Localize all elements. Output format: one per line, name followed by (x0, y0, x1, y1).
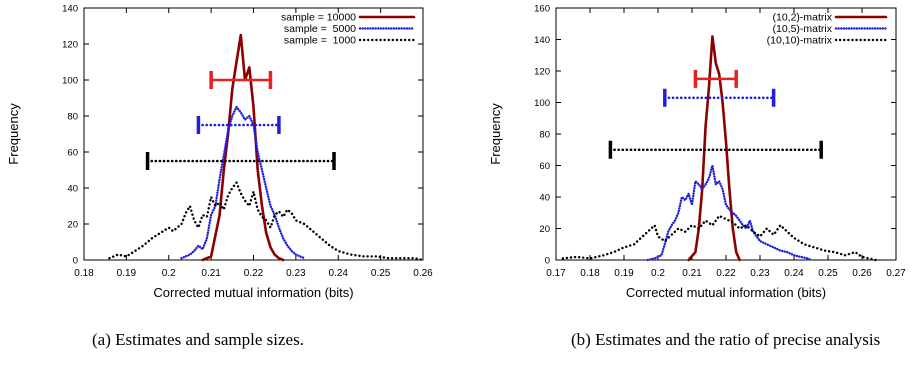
series-line-1 (687, 35, 741, 262)
y-tick-label: 40 (539, 193, 550, 204)
x-tick-label: 0.25 (818, 268, 838, 279)
y-tick-label: 100 (62, 76, 78, 87)
x-axis-label: Corrected mutual information (bits) (626, 285, 826, 300)
y-tick-label: 60 (67, 148, 78, 159)
y-tick-label: 60 (539, 161, 550, 172)
y-tick-label: 20 (539, 224, 550, 235)
x-tick-label: 0.17 (546, 268, 566, 279)
y-tick-label: 100 (534, 98, 550, 109)
series-line-2 (646, 164, 813, 262)
y-tick-label: 120 (534, 67, 550, 78)
y-tick-label: 0 (545, 256, 550, 267)
x-axis-label: Corrected mutual information (bits) (153, 285, 353, 300)
x-tick-label: 0.21 (682, 268, 702, 279)
y-tick-label: 20 (67, 220, 78, 231)
caption-a: (a) Estimates and sample sizes. (92, 330, 304, 349)
chart-panel-1: 0 20 40 60 80 100 120 140 0.18 0.19 0.2 0.21 0.22 0.2… (6, 4, 433, 301)
legend-label-2: (10,5)-matrix (772, 23, 832, 35)
chart-panel-2: 0 20 40 60 80 100 120 140 160 0.17 0.18 0.19 0.2 0.21… (488, 4, 906, 301)
x-tick-label: 0.27 (886, 268, 906, 279)
series-line-3 (561, 214, 877, 262)
legend-label-1: (10,2)-matrix (772, 12, 832, 24)
legend-label-3: sample = 1000 (284, 35, 356, 47)
x-tick-label: 0.19 (117, 268, 137, 279)
y-tick-label: 140 (534, 35, 550, 46)
x-tick-label: 0.23 (750, 268, 770, 279)
x-tick-label: 0.2 (651, 268, 665, 279)
y-tick-label: 80 (539, 130, 550, 141)
series-line-2 (180, 105, 306, 260)
legend-label-3: (10,10)-matrix (767, 35, 833, 47)
x-tick-label: 0.25 (371, 268, 391, 279)
legend-label-1: sample = 10000 (281, 12, 356, 24)
y-axis-label: Frequency (488, 103, 503, 165)
x-tick-label: 0.22 (716, 268, 736, 279)
y-tick-label: 160 (534, 4, 550, 15)
series-line-3 (108, 181, 425, 262)
x-tick-label: 0.18 (580, 268, 600, 279)
legend: (10,2)-matrix(10,5)-matrix(10,10)-matrix (767, 12, 888, 47)
x-tick-label: 0.24 (784, 268, 804, 279)
x-tick-label: 0.22 (244, 268, 264, 279)
x-tick-label: 0.19 (614, 268, 634, 279)
plot-frame (83, 7, 424, 261)
y-tick-label: 120 (62, 40, 78, 51)
series-line-1 (201, 33, 285, 262)
legend-label-2: sample = 5000 (284, 23, 356, 35)
x-tick-label: 0.18 (74, 268, 94, 279)
y-tick-label: 80 (67, 112, 78, 123)
x-tick-label: 0.2 (162, 268, 176, 279)
x-tick-label: 0.26 (852, 268, 872, 279)
caption-b: (b) Estimates and the ratio of precise a… (571, 330, 881, 349)
y-tick-label: 140 (62, 4, 78, 15)
y-axis-label: Frequency (6, 103, 21, 165)
x-tick-label: 0.21 (201, 268, 221, 279)
x-tick-label: 0.23 (286, 268, 306, 279)
y-tick-label: 0 (73, 256, 78, 267)
x-tick-label: 0.24 (329, 268, 349, 279)
y-tick-label: 40 (67, 184, 78, 195)
x-tick-label: 0.26 (413, 268, 433, 279)
